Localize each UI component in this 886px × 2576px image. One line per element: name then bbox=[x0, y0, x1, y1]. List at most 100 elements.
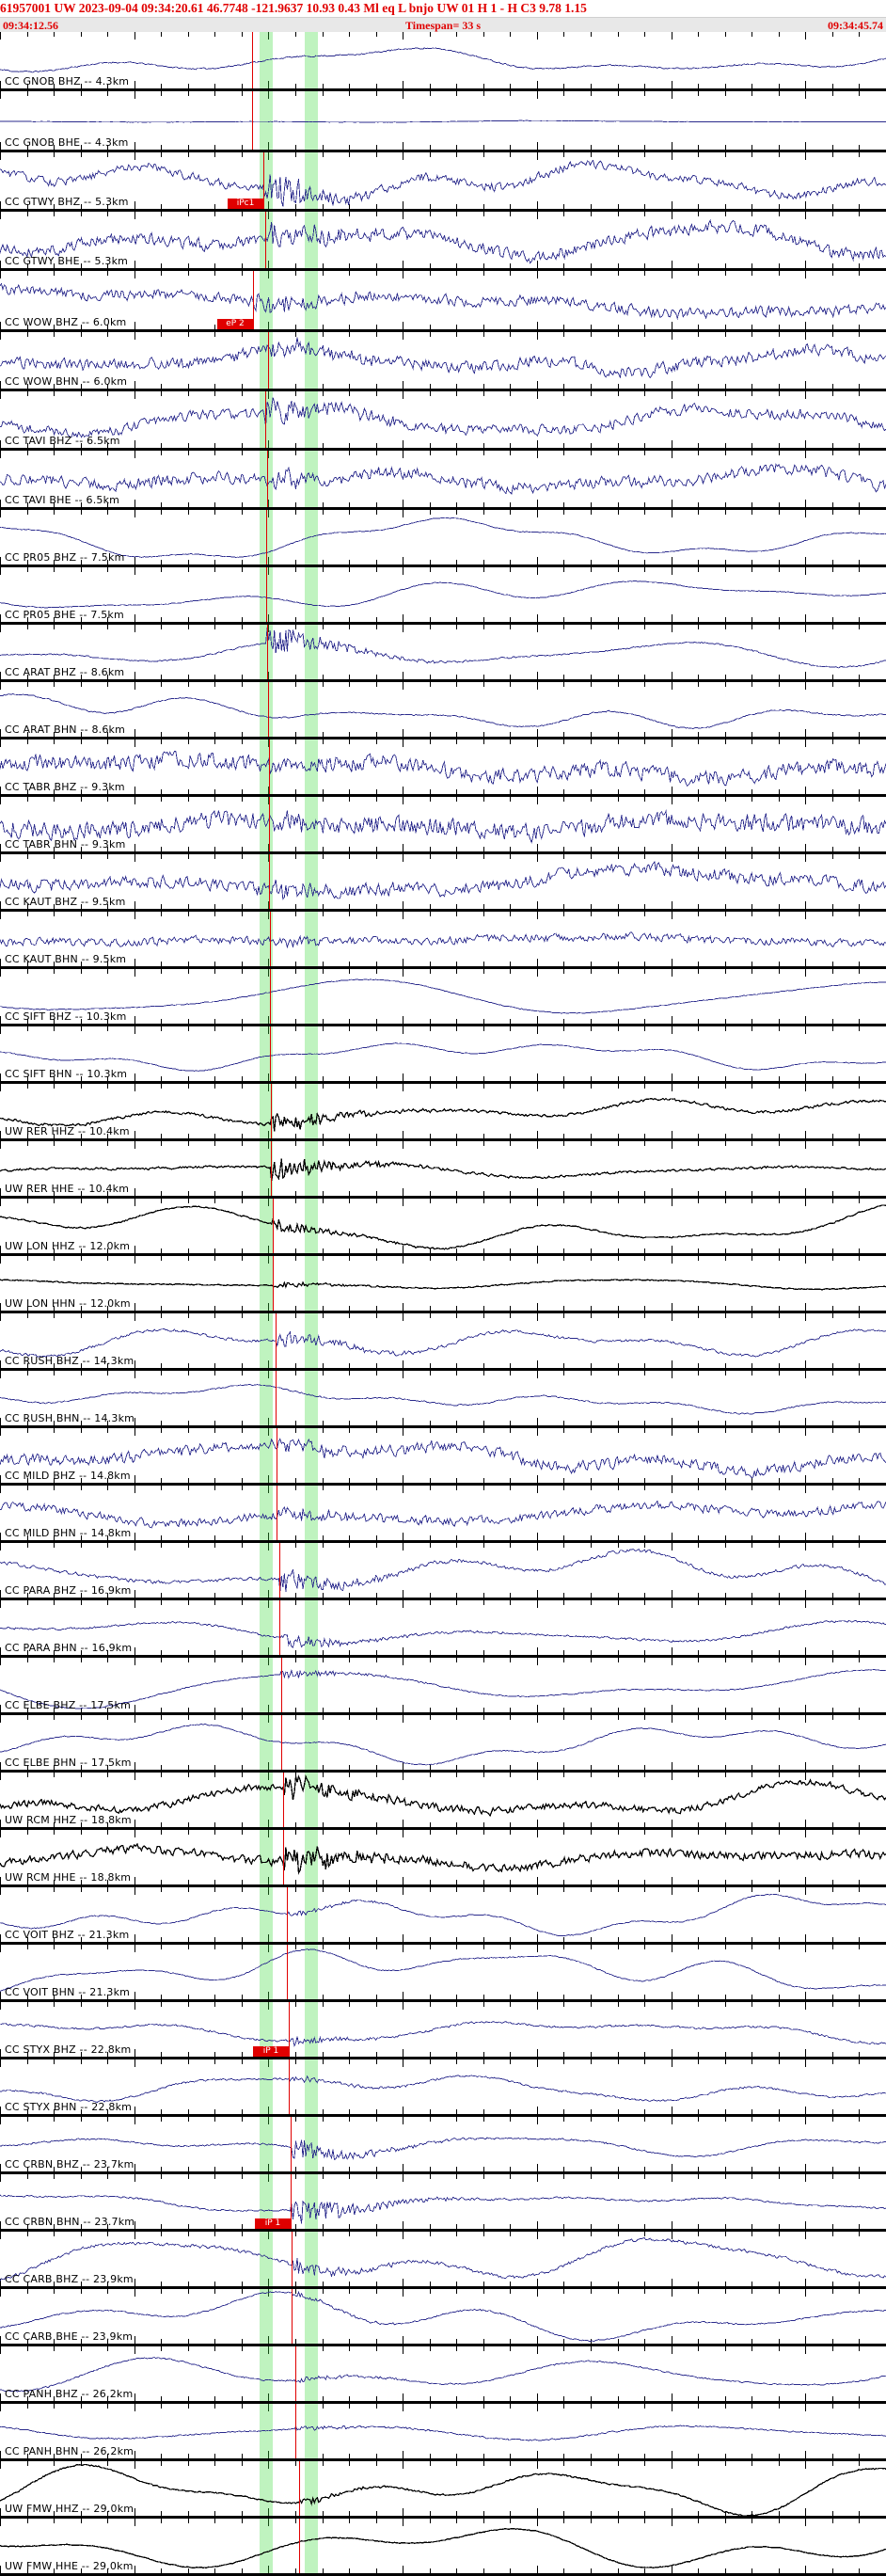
phase-pick-marker[interactable] bbox=[283, 1830, 321, 1884]
phase-pick-marker[interactable] bbox=[270, 1026, 308, 1081]
trace-row[interactable]: CC CRBN BHN -- 23.7km iP 1 bbox=[0, 2174, 886, 2232]
trace-row[interactable]: CC WOW BHZ -- 6.0km eP 2 bbox=[0, 271, 886, 332]
trace-row[interactable]: CC ARAT BHN -- 8.6km bbox=[0, 682, 886, 739]
phase-pick-marker[interactable] bbox=[299, 2461, 337, 2516]
phase-pick-marker[interactable] bbox=[292, 2289, 329, 2344]
phase-pick-marker[interactable] bbox=[269, 797, 307, 851]
phase-pick-marker[interactable] bbox=[268, 332, 306, 389]
phase-pick-marker[interactable]: iP 1 bbox=[253, 2002, 326, 2057]
trace-stack[interactable]: CC GNOB BHZ -- 4.3km CC GNOB BHE -- 4.3km… bbox=[0, 32, 886, 2576]
phase-pick-marker[interactable] bbox=[276, 1371, 313, 1425]
trace-row[interactable]: CC WOW BHN -- 6.0km bbox=[0, 332, 886, 391]
trace-row[interactable]: UW RER HHE -- 10.4km bbox=[0, 1141, 886, 1199]
trace-row[interactable]: CC GNOB BHE -- 4.3km bbox=[0, 91, 886, 152]
trace-row[interactable]: CC STYX BHN -- 22.8km bbox=[0, 2059, 886, 2117]
trace-row[interactable]: CC TABR BHN -- 9.3km bbox=[0, 797, 886, 854]
trace-row[interactable]: CC CRBN BHZ -- 23.7km bbox=[0, 2117, 886, 2174]
trace-row[interactable]: UW FMW HHE -- 29.0km bbox=[0, 2519, 886, 2576]
pick-phase-label[interactable]: iP 1 bbox=[255, 2218, 291, 2229]
phase-pick-marker[interactable]: eP 2 bbox=[217, 271, 291, 329]
trace-row[interactable]: CC PR05 BHZ -- 7.5km bbox=[0, 510, 886, 567]
trace-row[interactable]: CC VOIT BHZ -- 21.3km bbox=[0, 1887, 886, 1945]
phase-pick-marker[interactable] bbox=[299, 2519, 337, 2573]
phase-pick-marker[interactable] bbox=[271, 1141, 309, 1196]
phase-pick-marker[interactable]: iPc1 bbox=[228, 152, 301, 209]
trace-row[interactable]: CC TABR BHZ -- 9.3km bbox=[0, 739, 886, 797]
phase-pick-marker[interactable] bbox=[291, 2117, 328, 2171]
trace-row[interactable]: CC PANH BHZ -- 26.2km bbox=[0, 2346, 886, 2404]
trace-row[interactable]: CC PANH BHN -- 26.2km bbox=[0, 2404, 886, 2461]
trace-row[interactable]: CC KAUT BHZ -- 9.5km bbox=[0, 854, 886, 912]
trace-row[interactable]: UW RCM HHZ -- 18.8km bbox=[0, 1773, 886, 1830]
phase-pick-marker[interactable] bbox=[269, 739, 307, 794]
phase-pick-marker[interactable] bbox=[266, 510, 304, 564]
trace-row[interactable]: CC MILD BHZ -- 14.8km bbox=[0, 1428, 886, 1486]
phase-pick-marker[interactable] bbox=[269, 854, 307, 909]
phase-pick-marker[interactable] bbox=[267, 451, 305, 507]
phase-pick-marker[interactable] bbox=[283, 1773, 321, 1827]
trace-row[interactable]: CC KAUT BHN -- 9.5km bbox=[0, 912, 886, 969]
phase-pick-marker[interactable] bbox=[267, 625, 305, 679]
trace-row[interactable]: CC CARB BHE -- 23.9km bbox=[0, 2289, 886, 2346]
trace-row[interactable]: CC ELBE BHZ -- 17.5km bbox=[0, 1658, 886, 1715]
trace-row[interactable]: CC ARAT BHZ -- 8.6km bbox=[0, 625, 886, 682]
trace-row[interactable]: CC GNOB BHZ -- 4.3km bbox=[0, 32, 886, 91]
phase-pick-marker[interactable] bbox=[265, 391, 303, 448]
trace-row[interactable]: UW LON HHZ -- 12.0km bbox=[0, 1199, 886, 1256]
phase-pick-marker[interactable] bbox=[252, 32, 290, 88]
trace-row[interactable]: CC TAVI BHE -- 6.5km bbox=[0, 451, 886, 510]
trace-row[interactable]: CC ELBE BHN -- 17.5km bbox=[0, 1715, 886, 1773]
channel-label: CC RUSH BHN -- 14.3km bbox=[5, 1412, 135, 1424]
phase-pick-marker[interactable] bbox=[289, 2059, 326, 2114]
phase-pick-marker[interactable] bbox=[295, 2346, 333, 2401]
phase-pick-marker[interactable] bbox=[277, 1428, 314, 1483]
trace-row[interactable]: CC SIFT BHZ -- 10.3km bbox=[0, 969, 886, 1026]
trace-row[interactable]: CC VOIT BHN -- 21.3km bbox=[0, 1945, 886, 2002]
trace-row[interactable]: CC PARA BHZ -- 16.9km bbox=[0, 1543, 886, 1600]
pick-phase-label[interactable]: iP 1 bbox=[253, 2046, 289, 2057]
phase-pick-marker[interactable] bbox=[273, 1256, 310, 1311]
phase-pick-marker[interactable] bbox=[281, 1715, 319, 1770]
pick-time-line bbox=[269, 854, 270, 909]
trace-row[interactable]: CC GTWY BHZ -- 5.3km iPc1 bbox=[0, 152, 886, 212]
pick-phase-label[interactable]: eP 2 bbox=[217, 319, 253, 329]
channel-label: CC RUSH BHZ -- 14.3km bbox=[5, 1355, 134, 1367]
phase-pick-marker[interactable] bbox=[271, 1084, 309, 1138]
trace-row[interactable]: CC PARA BHN -- 16.9km bbox=[0, 1600, 886, 1658]
phase-pick-marker[interactable] bbox=[287, 1887, 324, 1942]
phase-pick-marker[interactable] bbox=[268, 682, 306, 737]
pick-time-line bbox=[268, 682, 269, 737]
phase-pick-marker[interactable] bbox=[279, 1543, 317, 1598]
trace-row[interactable]: CC CARB BHZ -- 23.9km bbox=[0, 2232, 886, 2289]
phase-pick-marker[interactable] bbox=[281, 1658, 319, 1712]
trace-row[interactable]: UW RCM HHE -- 18.8km bbox=[0, 1830, 886, 1887]
trace-row[interactable]: CC GTWY BHE -- 5.3km bbox=[0, 212, 886, 271]
pick-phase-label[interactable]: iPc1 bbox=[228, 199, 263, 209]
phase-pick-marker[interactable] bbox=[295, 2404, 333, 2458]
phase-pick-marker[interactable] bbox=[276, 1313, 313, 1368]
phase-pick-marker[interactable]: iP 1 bbox=[255, 2174, 328, 2229]
phase-pick-marker[interactable] bbox=[273, 1199, 310, 1253]
phase-pick-marker[interactable] bbox=[292, 2232, 329, 2286]
phase-pick-marker[interactable] bbox=[252, 91, 290, 150]
phase-pick-marker[interactable] bbox=[270, 969, 308, 1024]
trace-row[interactable]: UW FMW HHZ -- 29.0km bbox=[0, 2461, 886, 2519]
trace-row[interactable]: CC SIFT BHN -- 10.3km bbox=[0, 1026, 886, 1084]
waveform-trace bbox=[0, 1619, 886, 1648]
phase-pick-marker[interactable] bbox=[277, 1486, 314, 1540]
trace-row[interactable]: CC PR05 BHE -- 7.5km bbox=[0, 567, 886, 625]
trace-row[interactable]: CC RUSH BHZ -- 14.3km bbox=[0, 1313, 886, 1371]
trace-row[interactable]: CC MILD BHN -- 14.8km bbox=[0, 1486, 886, 1543]
phase-pick-marker[interactable] bbox=[266, 567, 304, 622]
phase-pick-marker[interactable] bbox=[279, 1600, 317, 1655]
phase-pick-marker[interactable] bbox=[270, 912, 308, 966]
trace-row[interactable]: CC TAVI BHZ -- 6.5km bbox=[0, 391, 886, 451]
waveform-trace bbox=[0, 463, 886, 495]
trace-row[interactable]: UW RER HHZ -- 10.4km bbox=[0, 1084, 886, 1141]
trace-row[interactable]: UW LON HHN -- 12.0km bbox=[0, 1256, 886, 1313]
trace-row[interactable]: CC STYX BHZ -- 22.8km iP 1 bbox=[0, 2002, 886, 2059]
trace-row[interactable]: CC RUSH BHN -- 14.3km bbox=[0, 1371, 886, 1428]
phase-pick-marker[interactable] bbox=[287, 1945, 324, 1999]
phase-pick-marker[interactable] bbox=[265, 212, 303, 268]
highlight-window-2 bbox=[305, 1543, 318, 1598]
